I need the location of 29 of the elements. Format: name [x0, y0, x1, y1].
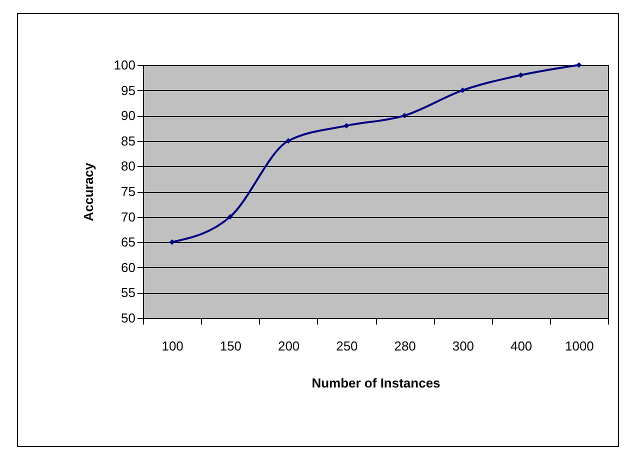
x-tick-label: 300 [452, 338, 474, 354]
point [576, 62, 582, 68]
point [227, 214, 233, 220]
y-tick-label: 50 [121, 310, 136, 326]
point [169, 239, 175, 245]
y-axis-title: Accuracy [80, 162, 96, 222]
y-tick-label: 95 [121, 82, 136, 98]
y-tick-label: 90 [121, 108, 136, 124]
x-tick-label: 280 [394, 338, 416, 354]
point [518, 72, 524, 78]
x-tick-label: 100 [162, 338, 184, 354]
x-tick-label: 400 [510, 338, 532, 354]
point [344, 122, 350, 128]
x-tick-label: 250 [336, 338, 358, 354]
y-tick-label: 85 [121, 133, 136, 148]
point [402, 112, 408, 118]
y-tick-label: 70 [121, 209, 136, 224]
point [460, 88, 466, 94]
y-tick-label: 75 [121, 184, 136, 199]
y-tick-label: 100 [114, 58, 136, 72]
x-tick-label: 150 [220, 338, 242, 354]
point [286, 138, 292, 144]
y-tick-label: 80 [121, 158, 136, 174]
x-axis-title: Number of Instances [312, 376, 440, 390]
y-tick-label: 60 [121, 260, 136, 275]
x-tick-label: 1000 [564, 338, 594, 354]
y-tick-label: 55 [121, 285, 136, 300]
x-tick-label: 200 [278, 338, 300, 354]
y-tick-label: 65 [121, 234, 136, 250]
